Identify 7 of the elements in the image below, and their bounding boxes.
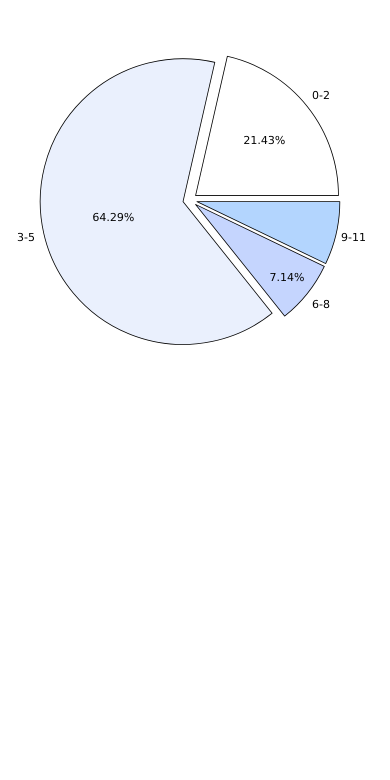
slice-label: 9-11 <box>341 231 366 244</box>
slice-label: 3-5 <box>17 231 35 244</box>
data-label: 7.14% <box>269 270 304 284</box>
slice-label: 6-8 <box>312 298 330 311</box>
data-label: 64.29% <box>92 211 134 224</box>
data-label: 21.43% <box>243 134 286 148</box>
slice-label: 0-2 <box>312 89 330 102</box>
